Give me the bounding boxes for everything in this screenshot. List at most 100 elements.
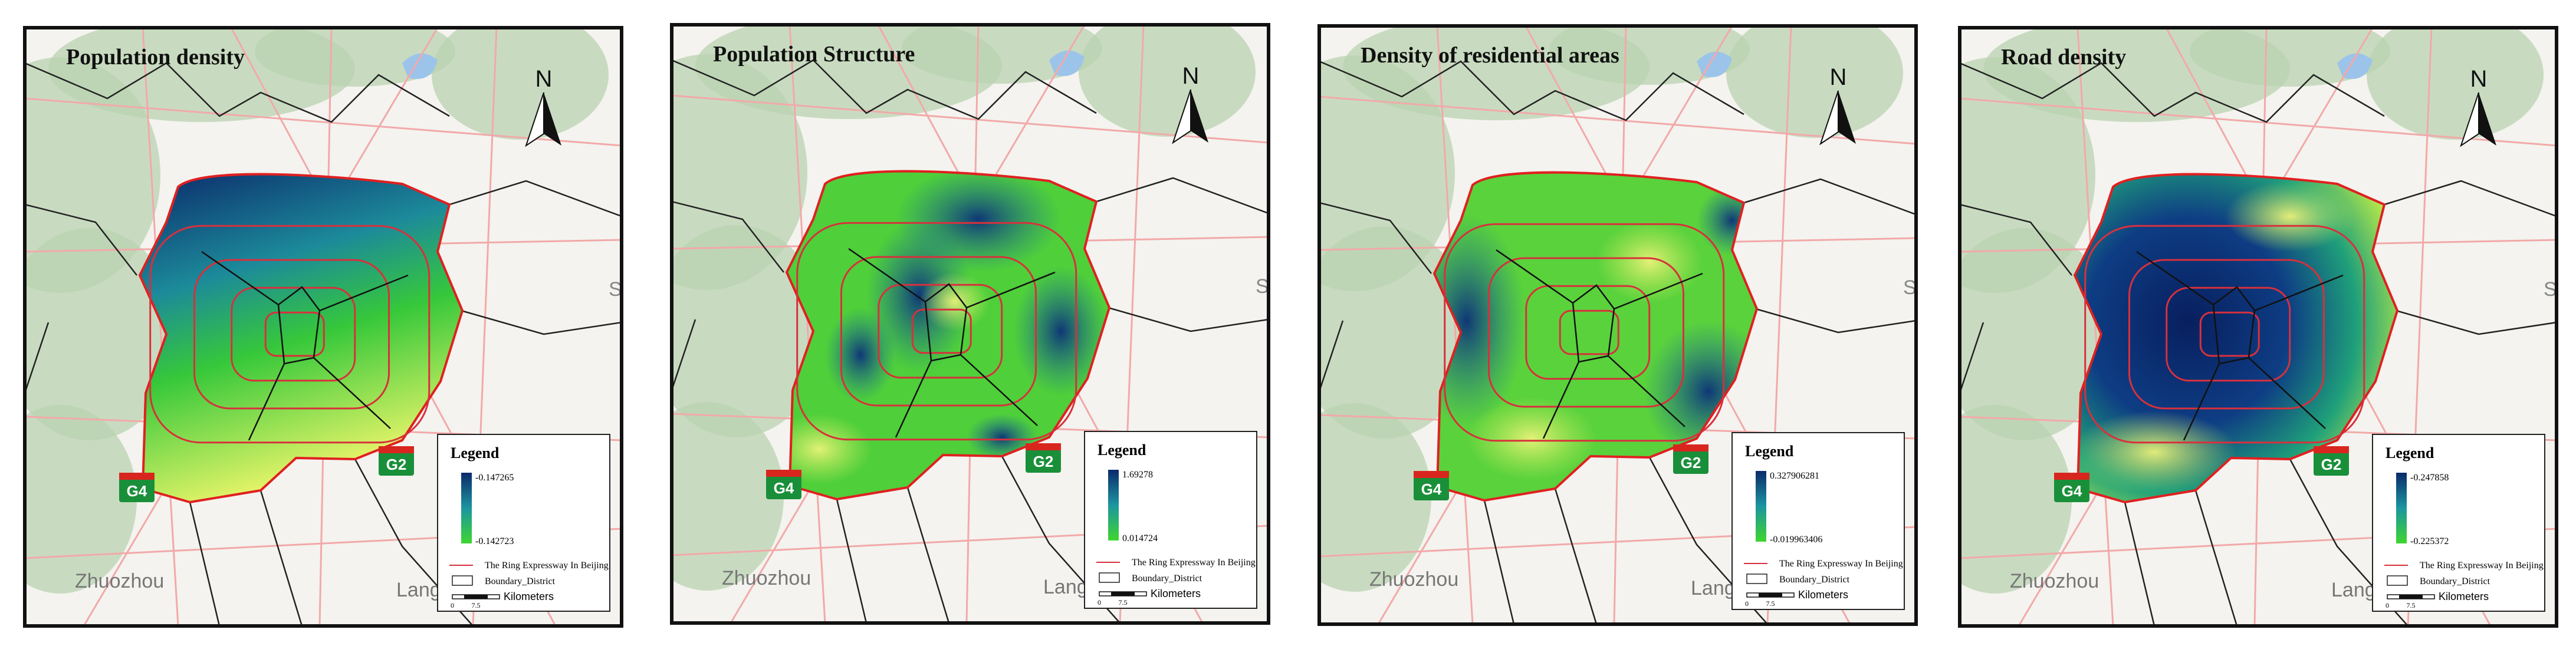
- road-shield-top: [1414, 471, 1449, 478]
- legend-boundary-sample: [2387, 575, 2408, 586]
- district-boundary: [672, 319, 696, 391]
- map-label: Zhuozhou: [2010, 570, 2099, 592]
- north-arrow: [2479, 93, 2496, 146]
- terrain: [1960, 228, 2113, 440]
- scale-zero: 0: [2386, 601, 2389, 609]
- road: [1436, 26, 1474, 624]
- road-shield-top: [1673, 444, 1708, 451]
- terrain: [432, 28, 609, 140]
- map-label: S: [1903, 276, 1917, 299]
- surface: [2075, 181, 2355, 493]
- district-boundary: [1483, 500, 1515, 624]
- map-panel: Zhuozhou Lang S G4 G2 Population density N Lege…: [23, 26, 623, 628]
- district-boundary: [1108, 306, 1269, 332]
- map-body: Zhuozhou Lang S G4 G2 Density of residential …: [1319, 26, 1917, 624]
- terrain: [902, 25, 1102, 84]
- road: [142, 28, 179, 626]
- map-label: G2: [386, 456, 407, 473]
- scale-zero: 0: [451, 601, 454, 609]
- scale-zero: 0: [1098, 598, 1101, 607]
- map-label: Zhuozhou: [1369, 568, 1458, 591]
- ring-road: [2084, 225, 2365, 444]
- surface-patch: [2225, 181, 2355, 252]
- map-label: S: [2544, 278, 2557, 301]
- scale-unit: Kilometers: [504, 591, 554, 602]
- surface-patch: [825, 308, 896, 402]
- district-boundary: [1755, 308, 1916, 334]
- road-shield: [1673, 450, 1708, 474]
- map-label: G4: [2062, 482, 2082, 500]
- legend-ring-label: The Ring Expressway In Beijing: [485, 561, 609, 571]
- district-boundary: [1960, 62, 2385, 123]
- legend-min: -0.142723: [475, 536, 514, 546]
- district-boundary: [2384, 180, 2557, 217]
- map-label: Lang: [1043, 576, 1088, 598]
- scale-mid: 7.5: [1119, 598, 1128, 607]
- north-arrow: [1191, 90, 1208, 143]
- ring-road: [264, 311, 325, 357]
- road-shield: [2314, 452, 2349, 476]
- map-label: S: [1256, 275, 1269, 298]
- road-shield: [2054, 479, 2089, 502]
- map-label: G2: [1033, 453, 1054, 470]
- road-shield: [1414, 477, 1449, 500]
- panel-frame: [1317, 24, 1918, 626]
- legend-max: 1.69278: [1122, 470, 1153, 480]
- surface-patch: [1014, 266, 1108, 396]
- panel-title: Population Structure: [713, 42, 915, 67]
- terrain: [672, 402, 784, 591]
- map-label: G4: [1421, 480, 1442, 498]
- legend-boundary-sample: [1099, 572, 1120, 583]
- district-boundary: [25, 62, 450, 123]
- map-body: Zhuozhou Lang S G4 G2 Population Structure N Le…: [672, 25, 1269, 623]
- district-boundary: [1319, 60, 1744, 121]
- road-shield: [766, 476, 801, 499]
- district-boundary: [1960, 203, 2072, 276]
- panel-frame: [670, 23, 1270, 625]
- panel-frame: [23, 26, 623, 628]
- ring-road: [2128, 259, 2325, 410]
- ring-road: [149, 225, 431, 444]
- legend-colorbar: [461, 473, 472, 543]
- map-label: G4: [127, 482, 147, 500]
- map-body: Zhuozhou Lang S G4 G2 Road density N Legend -0.2…: [1960, 28, 2557, 626]
- ring-road: [2199, 311, 2260, 357]
- legend-ring-label: The Ring Expressway In Beijing: [1132, 558, 1256, 568]
- district-boundary: [201, 251, 409, 441]
- scale-unit: Kilometers: [1798, 589, 1848, 601]
- road-shield: [379, 452, 414, 476]
- panel-title: Density of residential areas: [1361, 43, 1619, 68]
- district-boundary: [906, 487, 950, 623]
- surface-patch: [787, 414, 872, 484]
- map-label: S: [609, 278, 622, 301]
- legend-boundary-label: Boundary_District: [485, 576, 556, 586]
- surface-patch: [1467, 397, 1596, 480]
- legend-boundary-sample: [1746, 574, 1767, 584]
- legend-min: -0.225372: [2410, 536, 2449, 546]
- district-boundary: [2124, 502, 2156, 626]
- map-panel: Zhuozhou Lang S G4 G2 Population Structure N Le…: [670, 23, 1270, 625]
- road: [672, 94, 1269, 144]
- district-boundary: [848, 248, 1056, 438]
- road-shield-top: [2054, 473, 2089, 480]
- terrain: [1319, 55, 1455, 291]
- panel-title: Road density: [2001, 45, 2126, 70]
- legend-ring-label: The Ring Expressway In Beijing: [2420, 561, 2544, 571]
- map-panel: Zhuozhou Lang S G4 G2 Density of residential …: [1317, 24, 1918, 626]
- legend-title: Legend: [451, 444, 500, 462]
- road-shield: [1026, 449, 1061, 473]
- terrain: [1960, 57, 2095, 293]
- ring-road: [1525, 285, 1651, 380]
- road: [1960, 97, 2557, 147]
- scale-bar-fill: [1759, 593, 1782, 597]
- district-boundary: [2396, 309, 2557, 335]
- terrain: [672, 54, 807, 290]
- road-shield-top: [1026, 443, 1061, 450]
- map-label: Lang: [1691, 577, 1736, 599]
- terrain: [1960, 405, 2072, 594]
- legend-max: -0.247858: [2410, 473, 2449, 483]
- legend: Legend -0.147265 -0.142723 The Ring Express…: [437, 434, 610, 612]
- legend-ring-label: The Ring Expressway In Beijing: [1779, 559, 1903, 569]
- road: [788, 25, 826, 623]
- map-label: G4: [774, 479, 794, 497]
